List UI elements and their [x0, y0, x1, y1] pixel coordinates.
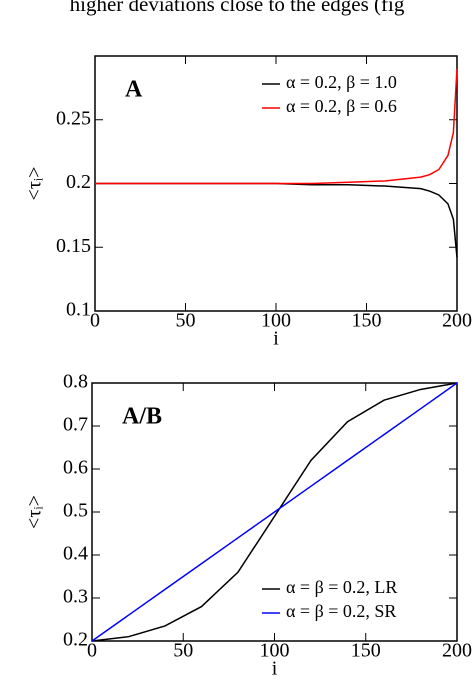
- x-tick-label: 0: [87, 640, 97, 662]
- panel-label: A: [125, 77, 143, 103]
- legend-label: α = β = 0.2, LR: [286, 577, 397, 597]
- caption: higher deviations close to the edges (fi…: [70, 0, 405, 16]
- x-tick-label: 200: [442, 310, 472, 332]
- legend-label: α = β = 0.2, SR: [286, 601, 396, 621]
- y-tick-label: 0.2: [66, 171, 91, 193]
- series-line: [95, 182, 458, 258]
- y-tick-label: 0.4: [63, 543, 88, 565]
- x-tick-label: 200: [442, 640, 472, 662]
- x-tick-label: 0: [90, 310, 100, 332]
- y-tick-label: 0.1: [66, 299, 91, 321]
- series-line: [95, 68, 458, 185]
- y-axis-label: <τᵢ>: [24, 167, 46, 201]
- y-tick-label: 0.2: [63, 629, 88, 651]
- y-tick-label: 0.7: [63, 414, 88, 436]
- y-tick-label: 0.8: [63, 371, 88, 393]
- x-tick-label: 150: [352, 310, 382, 332]
- legend-label: α = 0.2, β = 0.6: [286, 96, 397, 116]
- x-axis-label: i: [273, 328, 279, 350]
- x-tick-label: 100: [261, 310, 291, 332]
- y-tick-label: 0.25: [56, 107, 91, 129]
- y-tick-label: 0.3: [63, 586, 88, 608]
- x-axis-label: i: [272, 658, 278, 680]
- series-line: [91, 382, 458, 642]
- y-axis-label: <τᵢ>: [24, 495, 46, 529]
- x-tick-label: 150: [351, 640, 381, 662]
- x-tick-label: 50: [173, 640, 193, 662]
- series-line: [91, 382, 458, 642]
- y-tick-label: 0.6: [63, 457, 88, 479]
- y-tick-label: 0.5: [63, 500, 88, 522]
- y-tick-label: 0.15: [56, 235, 91, 257]
- x-tick-label: 50: [176, 310, 196, 332]
- legend-label: α = 0.2, β = 1.0: [286, 72, 397, 92]
- panel-label: A/B: [122, 404, 162, 430]
- x-tick-label: 100: [260, 640, 290, 662]
